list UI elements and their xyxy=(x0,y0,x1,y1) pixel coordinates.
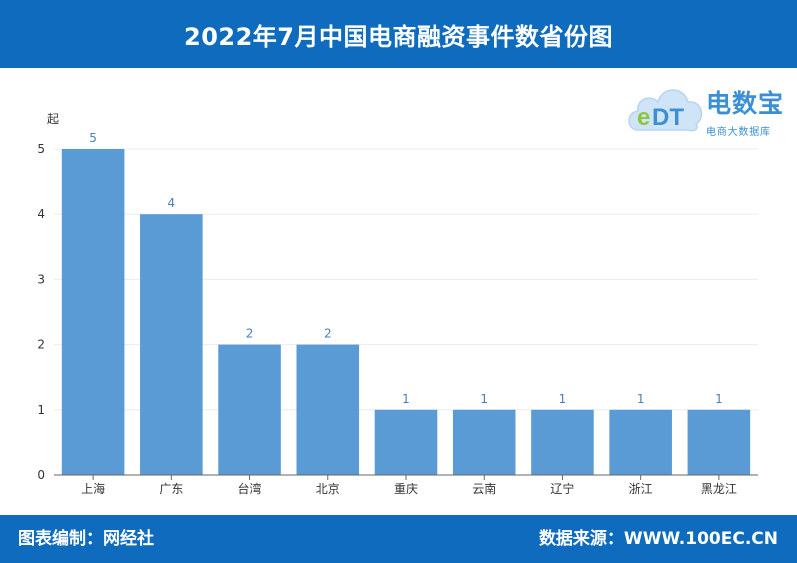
bar xyxy=(140,214,203,475)
logo: e DT 电数宝 电商大数据库 xyxy=(626,72,791,140)
x-tick-label: 广东 xyxy=(159,482,183,496)
x-tick-label: 北京 xyxy=(316,482,340,496)
logo-subtitle: 电商大数据库 xyxy=(706,127,771,138)
logo-text: 电数宝 xyxy=(706,89,785,118)
data-label: 5 xyxy=(89,131,97,145)
footer-source: 数据来源：WWW.100EC.CN xyxy=(538,529,778,549)
chart-title: 2022年7月中国电商融资事件数省份图 xyxy=(184,22,613,51)
cloud-edt-icon: e DT xyxy=(628,89,703,132)
data-label: 1 xyxy=(715,392,723,406)
data-label: 1 xyxy=(637,392,645,406)
y-tick-label: 4 xyxy=(37,207,45,221)
bar xyxy=(452,409,516,475)
x-tick-label: 辽宁 xyxy=(550,481,574,496)
bar xyxy=(218,344,281,475)
x-tick-label: 浙江 xyxy=(629,482,653,496)
svg-text:DT: DT xyxy=(652,104,684,131)
bar xyxy=(687,409,751,475)
svg-text:e: e xyxy=(637,104,650,131)
x-tick-label: 台湾 xyxy=(238,481,262,496)
x-tick-label: 上海 xyxy=(81,481,105,496)
y-tick-label: 1 xyxy=(37,403,45,417)
data-label: 2 xyxy=(324,327,332,341)
y-tick-label: 5 xyxy=(37,142,45,156)
x-tick-label: 黑龙江 xyxy=(701,482,737,496)
bar xyxy=(61,149,125,475)
bar-chart: 0 1 2 3 4 5 5 上海 4 广东 2 台湾 2 北京 1 重庆 1 云南 1 辽宁 1 浙江 1 黑龙江 xyxy=(37,131,758,496)
data-label: 4 xyxy=(168,196,176,210)
data-label: 1 xyxy=(559,392,567,406)
bar xyxy=(374,409,438,475)
y-tick-label: 0 xyxy=(37,468,45,482)
bar xyxy=(296,344,360,475)
x-tick-label: 重庆 xyxy=(394,482,418,496)
data-label: 1 xyxy=(402,392,410,406)
y-tick-label: 3 xyxy=(37,272,45,286)
y-tick-label: 2 xyxy=(37,338,45,352)
y-axis-unit-label: 起 xyxy=(47,112,60,126)
data-label: 2 xyxy=(246,327,254,341)
footer-credit: 图表编制：网经社 xyxy=(18,529,154,549)
chart-footer: 图表编制：网经社 数据来源：WWW.100EC.CN xyxy=(0,515,797,563)
bar xyxy=(609,409,672,475)
x-tick-label: 云南 xyxy=(472,481,496,496)
chart-header: 2022年7月中国电商融资事件数省份图 xyxy=(0,0,797,68)
data-label: 1 xyxy=(480,392,488,406)
bar xyxy=(531,409,594,475)
